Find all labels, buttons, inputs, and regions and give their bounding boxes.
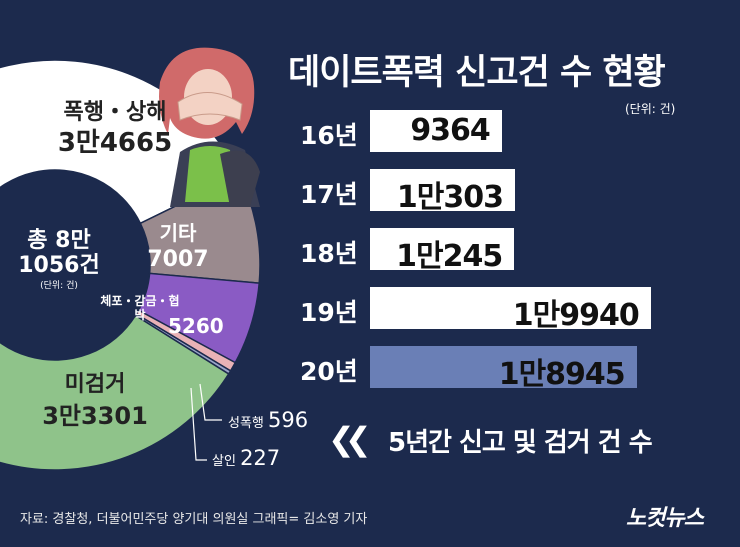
chart-title: 데이트폭력 신고건 수 현황 xyxy=(288,53,666,93)
callout-name-sexual-assault: 성폭행 xyxy=(228,416,264,431)
year-label: 16년 xyxy=(300,121,358,150)
callout-value-sexual-assault: 596 xyxy=(268,408,309,432)
bar xyxy=(370,169,516,211)
total-label: 총 8만 1056건 (단위: 건) xyxy=(4,228,114,291)
legend-note: 5년간 신고 및 검거 건 수 xyxy=(388,428,653,458)
slice-label-unresolved: 미검거 3만3301 xyxy=(10,372,180,431)
year-label: 17년 xyxy=(300,180,358,209)
source-credit: 자료: 경찰청, 더불어민주당 양기대 의원실 그래픽= 김소영 기자 xyxy=(20,512,368,527)
callout-name-murder: 살인 xyxy=(212,454,236,469)
callout-sexual-assault: 성폭행 596 xyxy=(228,408,308,432)
slice-value-arrest: 5260 xyxy=(168,314,224,338)
bar xyxy=(370,346,637,388)
donut-slice-unresolved xyxy=(0,314,230,471)
year-label: 20년 xyxy=(300,357,358,386)
slice-name-other: 기타 xyxy=(159,221,197,245)
slice-label-other: 기타 7007 xyxy=(128,221,228,273)
year-label: 18년 xyxy=(300,239,358,268)
slice-value-other: 7007 xyxy=(147,247,209,272)
slice-name-unresolved: 미검거 xyxy=(64,372,126,397)
woman-illustration xyxy=(159,47,260,207)
year-label: 19년 xyxy=(300,298,358,327)
slice-name-assault: 폭행・상해 xyxy=(63,100,167,125)
bar xyxy=(370,228,515,270)
slice-value-assault: 3만4665 xyxy=(57,128,173,159)
total-line1: 총 8만 xyxy=(27,228,91,253)
nocut-news-logo: 노컷뉴스 xyxy=(626,506,704,531)
callout-value-murder: 227 xyxy=(240,446,281,470)
bar-value-label: 1만9940 xyxy=(512,298,640,333)
slice-value-unresolved: 3만3301 xyxy=(42,402,148,431)
bar-unit: (단위: 건) xyxy=(625,102,676,116)
slice-label-assault: 폭행・상해 3만4665 xyxy=(30,100,200,159)
bar xyxy=(370,110,502,152)
bar-value-label: 9364 xyxy=(410,113,490,148)
bar xyxy=(370,287,651,329)
total-line2: 1056건 xyxy=(18,253,100,279)
bar-value-label: 1만303 xyxy=(396,180,504,215)
bar-value-label: 1만245 xyxy=(396,239,503,274)
slice-label-arrest: 체포・감금・협박 5260 xyxy=(100,294,230,337)
total-unit: (단위: 건) xyxy=(40,280,78,291)
callout-murder: 살인 227 xyxy=(212,446,280,470)
chevron-left-icon: ❮❮ xyxy=(328,420,372,458)
slice-name-arrest: 체포・감금・협박 xyxy=(100,294,180,322)
bar-value-label: 1만8945 xyxy=(498,357,626,392)
